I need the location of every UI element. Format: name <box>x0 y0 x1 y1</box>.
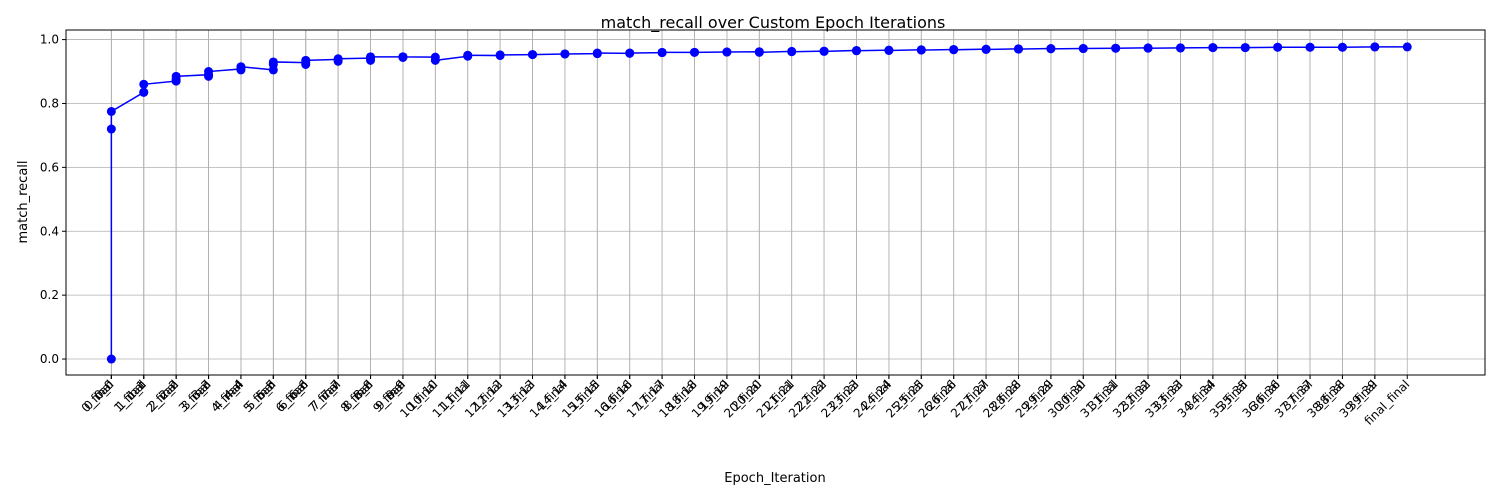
data-point <box>916 45 926 55</box>
data-point <box>1402 42 1412 52</box>
data-point <box>1305 42 1315 52</box>
data-point <box>1013 44 1023 54</box>
data-point <box>204 67 214 77</box>
chart-title: match_recall over Custom Epoch Iteration… <box>601 13 946 33</box>
data-point <box>1046 44 1056 54</box>
data-point <box>1111 43 1121 53</box>
y-tick-label: 0.6 <box>40 160 59 174</box>
data-point <box>430 55 440 65</box>
data-point <box>690 47 700 57</box>
data-point <box>398 52 408 62</box>
y-tick-label: 1.0 <box>40 33 59 47</box>
y-tick-label: 0.4 <box>40 224 59 238</box>
data-point <box>657 47 667 57</box>
x-axis-label: Epoch_Iteration <box>724 471 825 486</box>
data-point <box>366 52 376 62</box>
data-point <box>949 45 959 55</box>
data-point <box>787 47 797 57</box>
gridlines <box>66 30 1485 375</box>
data-point <box>754 47 764 57</box>
plot-frame <box>65 29 1486 376</box>
y-axis: 0.0 0.2 0.4 0.6 0.8 1.0 <box>40 33 66 366</box>
data-point <box>819 46 829 56</box>
data-point <box>333 54 343 64</box>
data-point <box>884 45 894 55</box>
data-point <box>528 50 538 60</box>
data-point <box>106 124 116 134</box>
y-tick-label: 0.0 <box>40 352 59 366</box>
data-point <box>106 354 116 364</box>
data-point <box>236 62 246 72</box>
data-point <box>1208 43 1218 53</box>
data-point <box>981 44 991 54</box>
data-point <box>1175 43 1185 53</box>
data-point <box>851 46 861 56</box>
data-point <box>139 79 149 89</box>
data-point <box>268 57 278 67</box>
y-tick-label: 0.8 <box>40 96 59 110</box>
data-point <box>1078 44 1088 54</box>
data-point <box>1370 42 1380 52</box>
data-point <box>560 49 570 59</box>
data-point <box>139 87 149 97</box>
data-point <box>463 50 473 60</box>
data-point <box>722 47 732 57</box>
data-point <box>495 50 505 60</box>
data-point <box>171 71 181 81</box>
data-point <box>301 55 311 65</box>
data-point <box>1337 42 1347 52</box>
data-point <box>592 48 602 58</box>
data-point <box>1143 43 1153 53</box>
data-point <box>1240 43 1250 53</box>
data-point <box>625 48 635 58</box>
data-point <box>106 106 116 116</box>
data-point <box>1273 42 1283 52</box>
y-tick-label: 0.2 <box>40 288 59 302</box>
y-axis-label: match_recall <box>16 160 31 243</box>
series-match-recall <box>106 42 1412 364</box>
